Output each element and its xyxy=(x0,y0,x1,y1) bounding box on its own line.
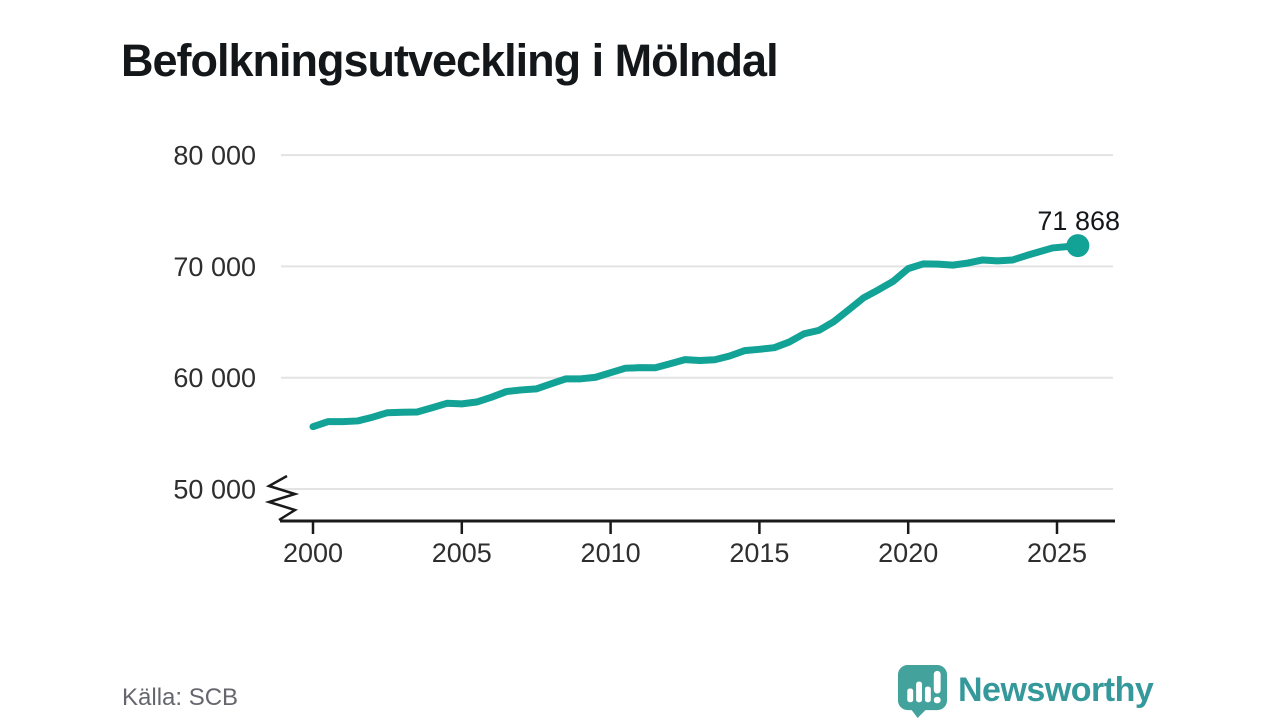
newsworthy-logo-icon xyxy=(897,664,948,718)
logo-bar-tall xyxy=(916,681,923,703)
logo-exclamation-dot xyxy=(933,696,941,704)
y-tick-label: 50 000 xyxy=(173,475,256,505)
x-tick-label: 2020 xyxy=(878,538,938,568)
x-tick-label: 2010 xyxy=(581,538,641,568)
newsworthy-logo: Newsworthy xyxy=(896,663,1154,718)
newsworthy-wordmark: Newsworthy xyxy=(958,671,1154,709)
latest-value-dot xyxy=(1066,234,1090,258)
y-tick-label: 70 000 xyxy=(173,252,256,282)
x-tick-label: 2005 xyxy=(432,538,492,568)
logo-bar-medium xyxy=(924,686,931,703)
y-tick-label: 60 000 xyxy=(173,363,256,393)
x-tick-label: 2015 xyxy=(729,538,789,568)
population-line xyxy=(309,242,1082,431)
source-label: Källa: SCB xyxy=(122,684,239,711)
axis-break-icon xyxy=(264,474,300,522)
chart-title: Befolkningsutveckling i Mölndal xyxy=(121,35,779,87)
x-tick-label: 2000 xyxy=(283,538,343,568)
logo-bar-short xyxy=(907,688,914,703)
x-tick-label: 2025 xyxy=(1027,538,1087,568)
logo-exclamation-bar xyxy=(933,670,941,694)
y-tick-label: 80 000 xyxy=(173,141,256,171)
latest-value-label: 71 868 xyxy=(1037,206,1120,236)
